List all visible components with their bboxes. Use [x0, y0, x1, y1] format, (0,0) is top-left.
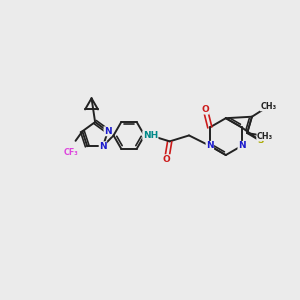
Text: N: N [238, 141, 246, 150]
Text: CH₃: CH₃ [260, 102, 276, 111]
Text: S: S [257, 136, 263, 145]
Text: O: O [202, 105, 209, 114]
Text: N: N [206, 141, 214, 150]
Text: N: N [99, 142, 107, 151]
Text: O: O [163, 155, 171, 164]
Text: CH₃: CH₃ [257, 131, 273, 140]
Text: NH: NH [143, 131, 158, 140]
Text: N: N [104, 127, 112, 136]
Text: CF₃: CF₃ [64, 148, 79, 157]
